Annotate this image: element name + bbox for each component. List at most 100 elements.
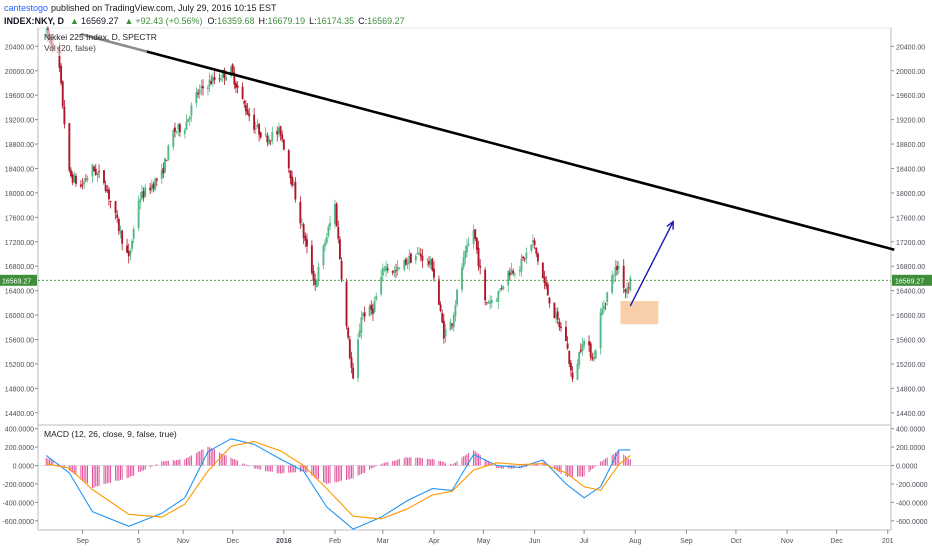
candle-body xyxy=(129,250,132,256)
candle-body xyxy=(178,124,181,133)
candle-body xyxy=(588,341,591,346)
price-y-tick-label-left: 15600.00 xyxy=(5,337,34,344)
candle-body xyxy=(206,87,209,90)
candle-body xyxy=(74,175,77,184)
candle-body xyxy=(58,47,61,68)
candle-body xyxy=(464,250,467,258)
candle-body xyxy=(444,329,447,337)
candle-body xyxy=(404,259,407,265)
macd-y-tick-label-left: 0.0000 xyxy=(13,464,35,471)
open-label: O: xyxy=(207,16,217,26)
candle-body xyxy=(627,287,630,289)
candle-body xyxy=(533,240,536,246)
candle-body xyxy=(520,258,523,272)
price-y-tick-label-right: 17200.00 xyxy=(896,240,925,247)
candle-body xyxy=(327,226,330,236)
candle-body xyxy=(70,170,72,177)
price-pane[interactable]: 20400.00 20000.00 19600.00 19200.00 18800.00… xyxy=(0,26,932,426)
time-axis[interactable]: Sep 5 Nov Dec 2016 Feb Mar Apr May Jun Jul Aug Sep Oc… xyxy=(76,530,894,545)
candle-body xyxy=(525,252,528,258)
candle-body xyxy=(177,124,180,130)
candle-body xyxy=(121,230,124,244)
candle-body xyxy=(381,267,384,276)
macd-pane[interactable]: 400.0000 200.0000 0.0000 -200.0000 -400.0000… xyxy=(2,425,928,531)
x-tick-label: Dec xyxy=(830,538,843,545)
candle-body xyxy=(373,300,376,312)
candle-body xyxy=(144,187,147,197)
candle-body xyxy=(294,181,297,200)
candle-body xyxy=(114,201,117,213)
candle-body xyxy=(271,132,274,141)
change-arrow-icon: ▲ xyxy=(124,16,133,26)
candle-body xyxy=(81,184,84,186)
candle-body xyxy=(594,350,597,359)
candle-body xyxy=(84,179,87,181)
candle-body xyxy=(337,226,340,239)
projection-arrow-line xyxy=(629,221,674,307)
candle-body xyxy=(449,321,452,331)
close-value: 16569.27 xyxy=(367,16,405,26)
candle-body xyxy=(472,230,475,244)
candle-body xyxy=(479,265,482,268)
candle-body xyxy=(304,235,307,241)
candle-body xyxy=(231,64,234,74)
price-overlay: 16569.27 16569.27 xyxy=(0,32,932,325)
candle-body xyxy=(139,199,142,203)
candle-body xyxy=(244,104,247,112)
macd-y-tick-label-left: 200.0000 xyxy=(5,445,34,452)
candle-body xyxy=(266,135,269,143)
x-tick-label: 5 xyxy=(137,538,141,545)
candle-body xyxy=(325,236,328,243)
candle-body xyxy=(629,277,632,291)
candle-body xyxy=(383,268,386,270)
macd-y-tick-label-right: -400.0000 xyxy=(896,500,928,507)
candle-body xyxy=(556,311,559,320)
candle-body xyxy=(484,269,487,301)
volume-label: Vol (20, false) xyxy=(44,43,96,53)
candle-body xyxy=(276,131,279,135)
candle-body xyxy=(606,292,609,303)
candle-body xyxy=(617,266,620,269)
candle-body xyxy=(357,339,360,378)
candle-body xyxy=(555,313,558,318)
candle-body xyxy=(246,109,249,115)
candle-body xyxy=(581,344,584,352)
candle-body xyxy=(213,77,216,81)
candle-body xyxy=(487,303,490,304)
macd-y-tick-label-left: -600.0000 xyxy=(2,519,34,526)
candle-body xyxy=(117,218,120,231)
candle-body xyxy=(230,66,232,77)
candle-body xyxy=(360,317,363,333)
macd-y-tick-label-right: 400.0000 xyxy=(896,427,925,434)
candle-body xyxy=(269,140,272,142)
candle-body xyxy=(579,349,582,352)
candle-body xyxy=(243,101,246,104)
candle-body xyxy=(60,65,63,84)
price-y-tick-label-left: 19600.00 xyxy=(5,93,34,100)
macd-y-tick-label-right: -600.0000 xyxy=(896,519,928,526)
candle-body xyxy=(578,352,581,365)
candle-body xyxy=(497,291,500,302)
candle-body xyxy=(495,300,498,302)
author-link[interactable]: cantestogo xyxy=(4,3,48,13)
header-line-1: cantestogo published on TradingView.com, … xyxy=(4,3,277,13)
candle-body xyxy=(142,190,145,198)
candle-body xyxy=(188,116,191,120)
candle-body xyxy=(254,128,257,130)
candle-body xyxy=(127,250,130,257)
price-y-tick-label-right: 15200.00 xyxy=(896,362,925,369)
candle-body xyxy=(152,183,155,189)
candle-body xyxy=(150,184,153,190)
candle-body xyxy=(591,357,594,360)
candle-body xyxy=(160,170,163,179)
candle-body xyxy=(599,312,602,349)
candle-body xyxy=(456,289,459,305)
candle-body xyxy=(350,357,353,368)
candle-body xyxy=(502,285,505,290)
candle-body xyxy=(71,174,74,183)
candle-body xyxy=(198,89,201,95)
x-tick-label: Mar xyxy=(377,538,390,545)
candle-body xyxy=(624,289,627,292)
candle-body xyxy=(490,299,493,304)
candle-body xyxy=(172,130,175,147)
